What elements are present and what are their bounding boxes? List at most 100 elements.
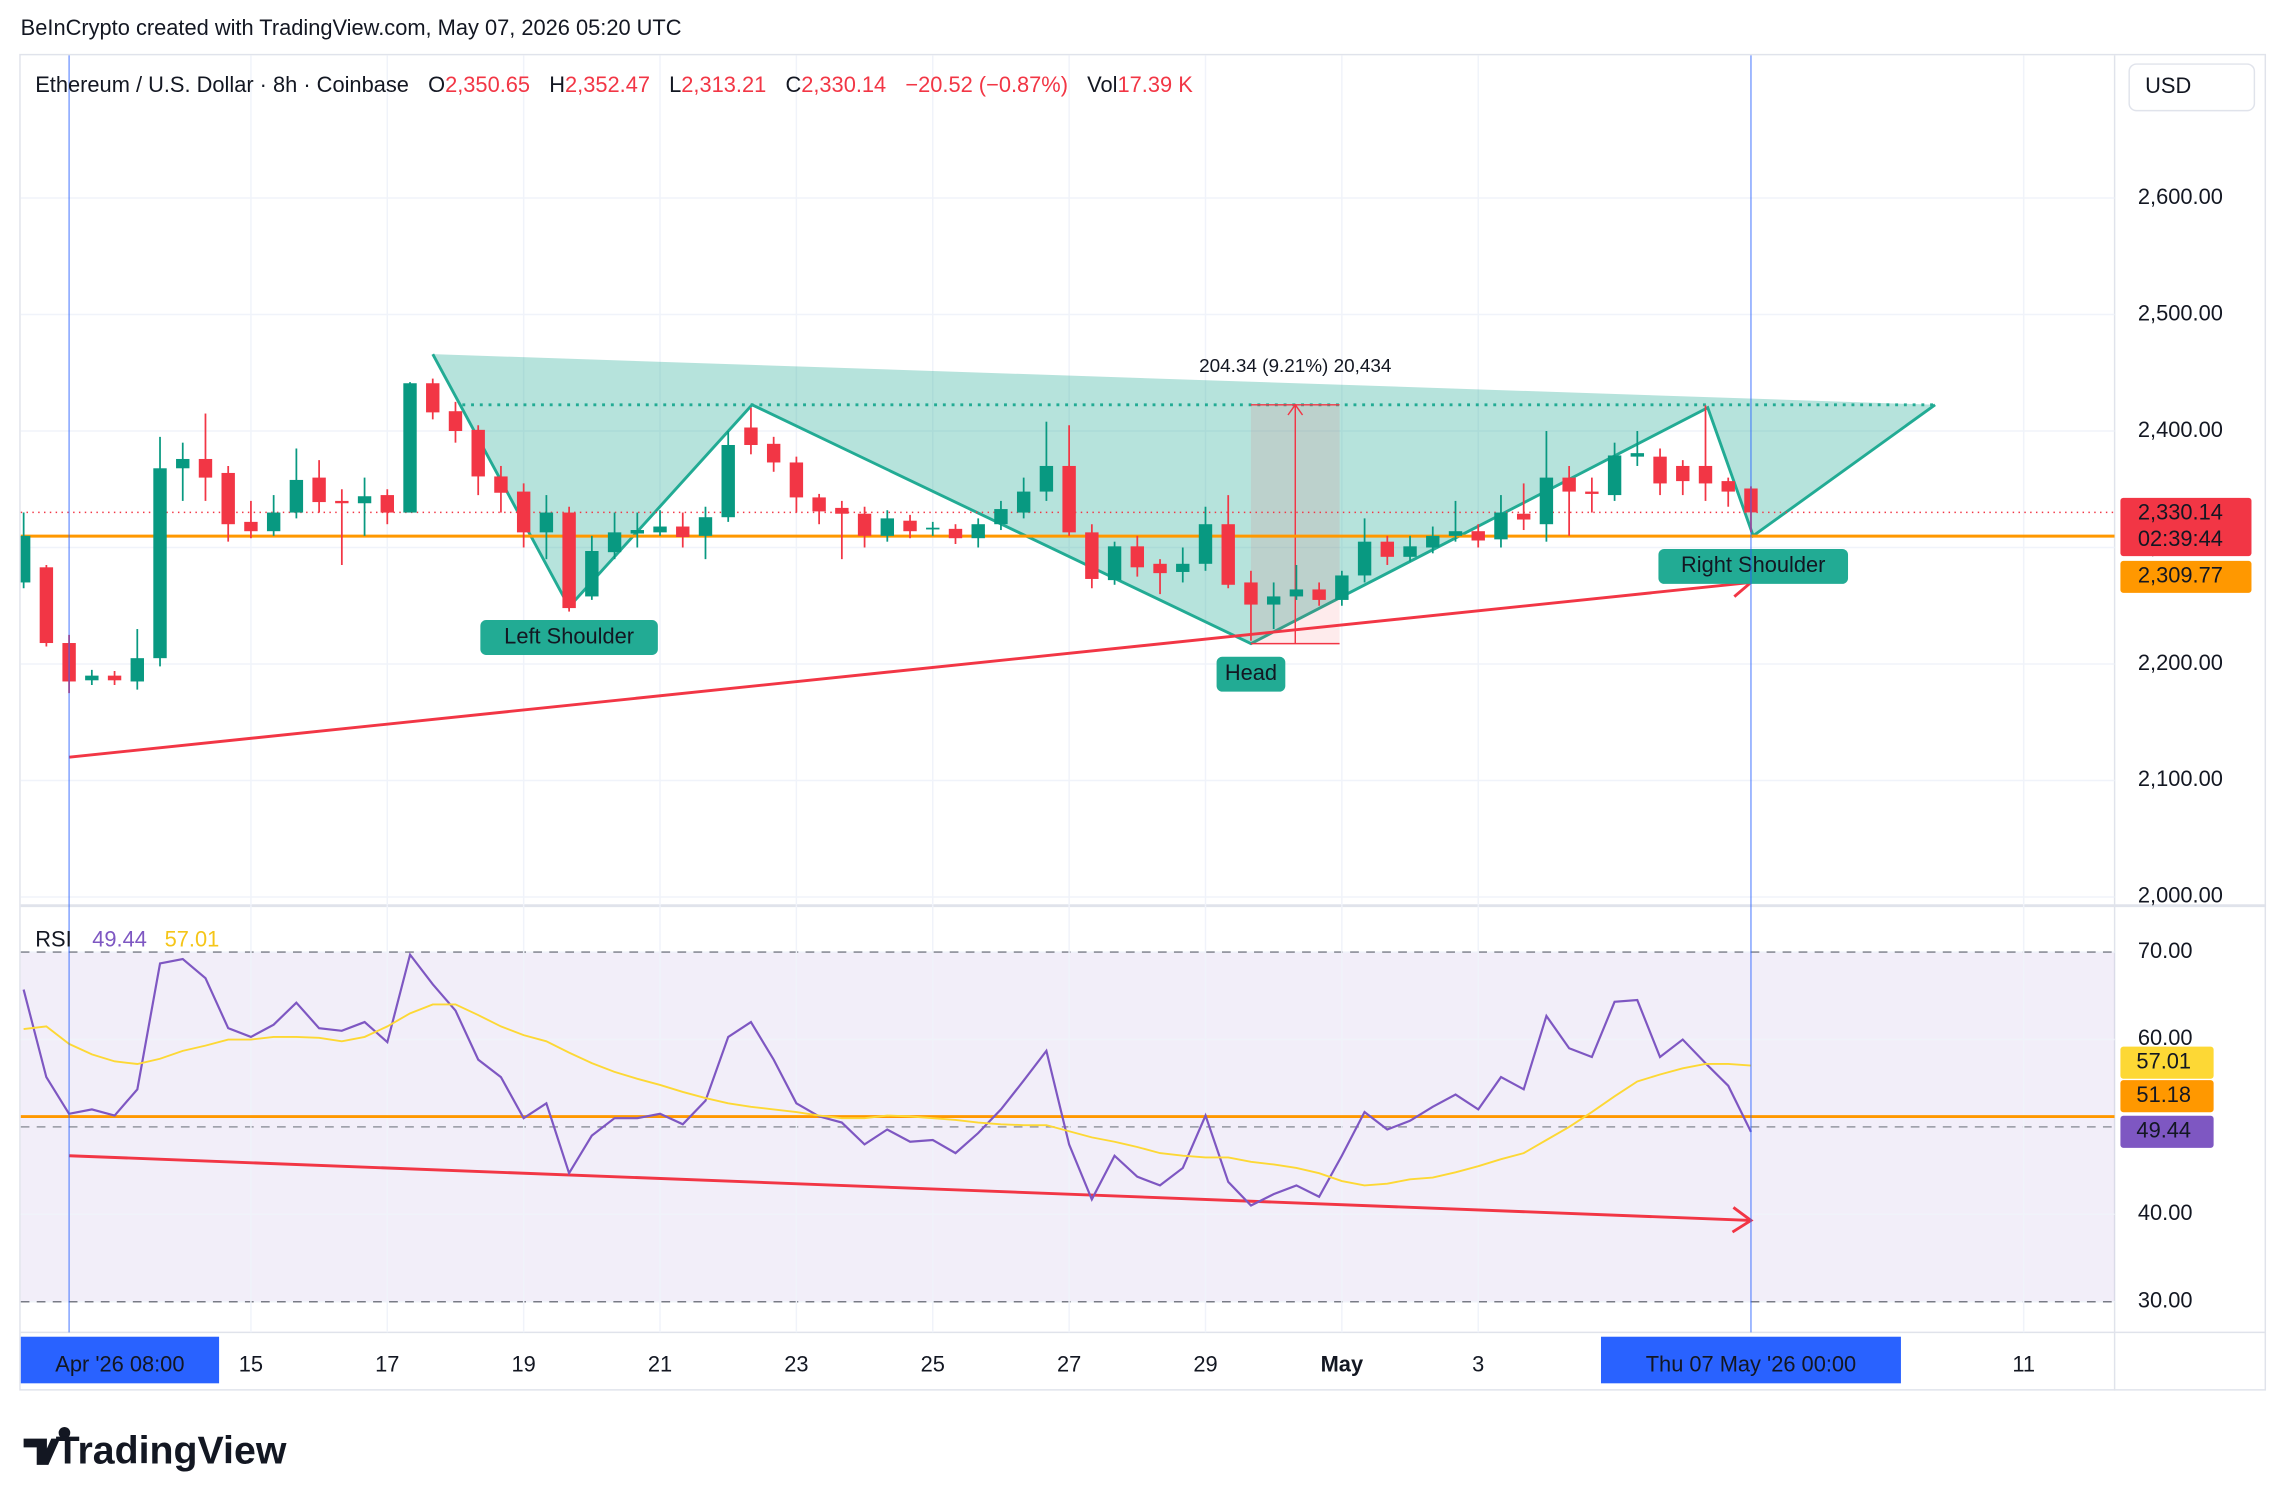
candle-body <box>153 468 167 659</box>
ohlc-label: O <box>428 72 445 97</box>
candle-body <box>1653 456 1667 484</box>
x-tick-label: 29 <box>1193 1352 1217 1377</box>
rsi-line <box>22 952 1752 1207</box>
candle-body <box>1016 491 1031 513</box>
candle-body <box>380 495 394 513</box>
volume-label: Vol <box>1087 72 1117 97</box>
rsi-value-label: 57.01 <box>2136 1048 2191 1073</box>
candle-body <box>1130 546 1145 568</box>
candle-body <box>198 458 213 478</box>
y-tick-label: 2,200.00 <box>2138 650 2223 675</box>
candle-body <box>107 675 122 681</box>
symbol-line: Ethereum / U.S. Dollar · 8h · Coinbase O… <box>35 72 1193 97</box>
countdown: 02:39:44 <box>2138 526 2223 551</box>
logo: TradingView <box>23 1427 287 1473</box>
symbol: Ethereum / U.S. Dollar · 8h · Coinbase <box>35 72 409 97</box>
candle-body <box>176 458 190 469</box>
frame <box>19 53 2267 1391</box>
candle-body <box>971 524 985 539</box>
currency[interactable]: USD <box>2145 73 2191 98</box>
last-price-label: 2,330.14 <box>2138 500 2223 525</box>
candle-body <box>244 521 258 532</box>
candle-body <box>721 444 735 518</box>
candle-body <box>766 443 781 463</box>
x-tick-label: 23 <box>784 1352 808 1377</box>
candle-body <box>494 476 508 493</box>
candle-body <box>835 507 849 514</box>
y-tick-label: 70.00 <box>2138 938 2193 963</box>
x-tick-label: May <box>1321 1352 1364 1377</box>
ohlc-value: 2,352.47 <box>565 72 650 97</box>
candle-body <box>1426 535 1440 548</box>
candle-body <box>1676 465 1690 482</box>
plot: 204.34 (9.21%) 20,434 Left Shoulder Head Ri… <box>20 55 2252 1384</box>
candle-body <box>789 462 804 498</box>
x-tick-label: 19 <box>512 1352 536 1377</box>
candle-body <box>1062 465 1076 533</box>
candle-body <box>539 512 554 533</box>
rsi-line <box>23 1003 1752 1187</box>
rsi-value-label: 49.44 <box>2136 1118 2191 1143</box>
candle-body <box>1721 481 1735 492</box>
candle-body <box>994 509 1008 525</box>
ohlc-value: 2,350.65 <box>445 72 530 97</box>
candle-body <box>607 532 622 553</box>
candle-body <box>1312 589 1326 600</box>
x-tick-label: 3 <box>1472 1352 1484 1377</box>
y-tick-label: 2,100.00 <box>2138 766 2223 791</box>
candle-body <box>1107 546 1122 581</box>
candle-body <box>266 512 281 532</box>
candle-body <box>1039 465 1054 492</box>
currency-box[interactable] <box>2128 63 2256 112</box>
y-tick-label: 2,500.00 <box>2138 300 2223 325</box>
change: −20.52 (−0.87%) <box>905 72 1068 97</box>
candle-body <box>1494 512 1508 540</box>
ohlc-value: 2,313.21 <box>681 72 766 97</box>
rsi-value-box <box>2120 1080 2214 1113</box>
measure-label: 204.34 (9.21%) 20,434 <box>1199 356 1391 377</box>
annotation-label: Right Shoulder <box>1681 552 1825 577</box>
annotation-label: Head <box>1225 660 1277 685</box>
candle-body <box>335 500 349 504</box>
candle-body <box>1562 477 1576 492</box>
x-highlight-label: Thu 07 May '26 00:00 <box>1646 1352 1856 1377</box>
candle-body <box>926 527 940 530</box>
x-highlight-box <box>20 1336 220 1384</box>
candle-body <box>630 530 644 534</box>
attribution: BeInCrypto created with TradingView.com,… <box>21 15 682 40</box>
volume: 17.39 K <box>1118 72 1194 97</box>
candle-body <box>903 520 917 532</box>
candle-body <box>221 472 235 525</box>
candle-body <box>20 535 31 583</box>
pane: 204.34 (9.21%) 20,434 Left Shoulder Head Ri… <box>20 55 2115 906</box>
x-tick-label: 15 <box>239 1352 263 1377</box>
rsi-ma-legend-value: 57.01 <box>165 926 220 951</box>
rsi-value-label: 51.18 <box>2136 1082 2191 1107</box>
x-tick-label: 17 <box>375 1352 399 1377</box>
level-label: 2,309.77 <box>2138 563 2223 588</box>
logo-mark <box>23 1427 71 1465</box>
ohlc-label: C <box>785 72 801 97</box>
candle-body <box>1630 453 1645 457</box>
candle-body <box>1539 477 1554 525</box>
candle-body <box>1085 532 1099 579</box>
pane: 2,000.002,100.002,200.002,300.002,400.00… <box>68 55 2252 1333</box>
x-highlight-box <box>1600 1336 1901 1384</box>
x-tick-label: 21 <box>648 1352 672 1377</box>
y-tick-label: 2,400.00 <box>2138 417 2223 442</box>
candle-body <box>39 567 54 644</box>
candle-body <box>1516 513 1531 520</box>
pattern-fill <box>432 354 1936 644</box>
candle-body <box>1403 546 1417 557</box>
candle-body <box>744 427 758 445</box>
candle-body <box>1221 524 1235 585</box>
candle-body <box>562 512 576 609</box>
y-tick-label: 60.00 <box>2138 1025 2193 1050</box>
annotation-box <box>1216 656 1286 692</box>
candle-body <box>1289 589 1304 597</box>
candle-body <box>357 496 372 504</box>
rsi-value-box <box>2120 1115 2214 1148</box>
annotation-box <box>1658 548 1849 584</box>
